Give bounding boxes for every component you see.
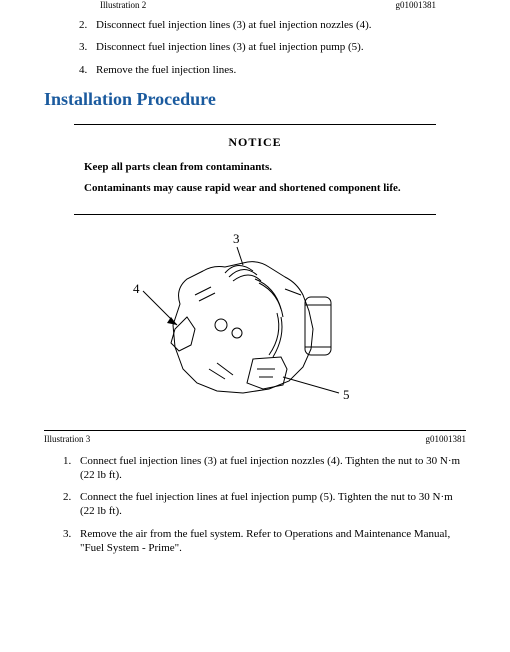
caption-left: Illustration 3 [44, 434, 90, 444]
engine-diagram: 3 4 5 [125, 229, 385, 424]
removal-step: Disconnect fuel injection lines (3) at f… [90, 18, 466, 32]
notice-line-2: Contaminants may cause rapid wear and sh… [84, 181, 426, 196]
callout-5: 5 [343, 387, 350, 402]
illustration-caption-top: Illustration 2 g01001381 [44, 0, 466, 10]
callout-4: 4 [133, 281, 140, 296]
notice-title: NOTICE [84, 135, 426, 150]
notice-box: NOTICE Keep all parts clean from contami… [74, 124, 436, 215]
install-steps: Connect fuel injection lines (3) at fuel… [74, 454, 466, 556]
notice-line-1: Keep all parts clean from contaminants. [84, 160, 426, 175]
caption-left: Illustration 2 [100, 0, 146, 10]
install-step: Remove the air from the fuel system. Ref… [74, 527, 466, 556]
install-step: Connect fuel injection lines (3) at fuel… [74, 454, 466, 483]
caption-right: g01001381 [426, 434, 467, 444]
removal-step: Disconnect fuel injection lines (3) at f… [90, 40, 466, 54]
illustration-caption-bottom: Illustration 3 g01001381 [44, 430, 466, 444]
installation-heading: Installation Procedure [44, 89, 466, 110]
install-step: Connect the fuel injection lines at fuel… [74, 490, 466, 519]
removal-steps: Disconnect fuel injection lines (3) at f… [90, 18, 466, 77]
removal-step: Remove the fuel injection lines. [90, 63, 466, 77]
caption-right: g01001381 [396, 0, 437, 10]
callout-3: 3 [233, 231, 240, 246]
